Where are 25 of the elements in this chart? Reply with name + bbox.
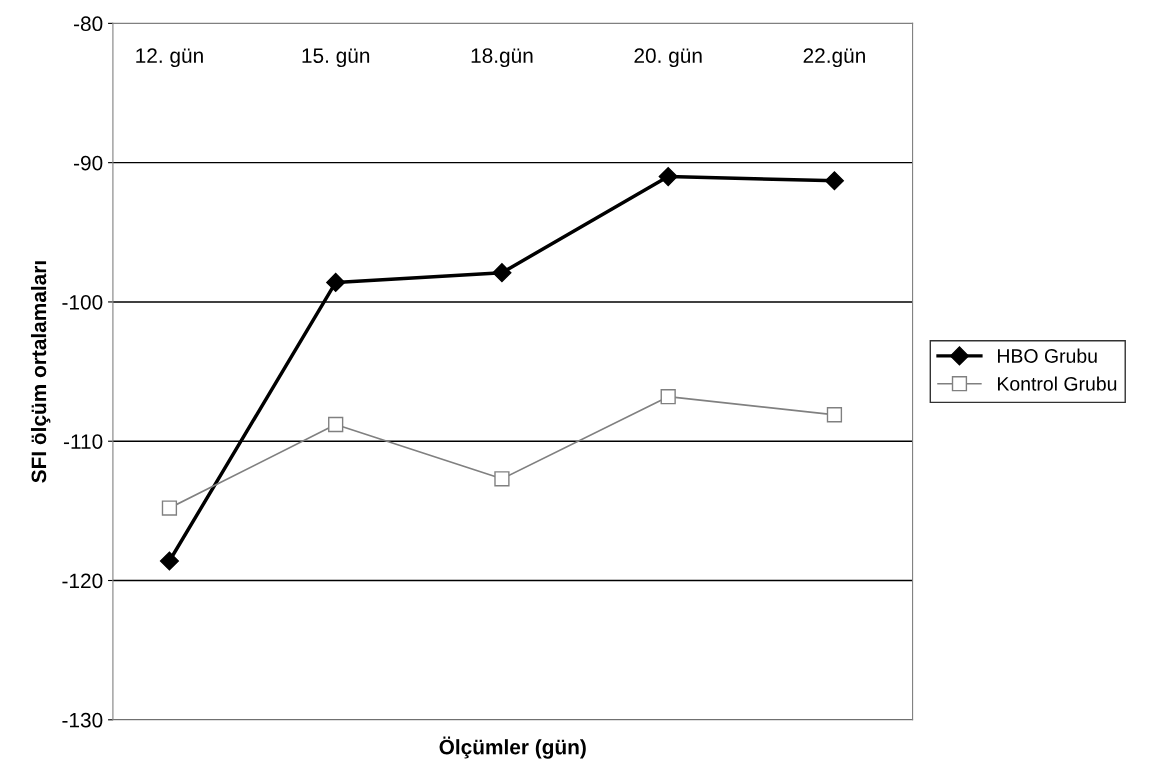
point bbox=[494, 471, 510, 487]
point bbox=[826, 407, 843, 423]
x-tick-label: 12. gün bbox=[136, 48, 203, 68]
point bbox=[326, 272, 346, 292]
point bbox=[824, 171, 844, 191]
legend-label: HBO Grubu bbox=[998, 348, 1097, 363]
x-tick-label: 22.gün bbox=[803, 48, 865, 68]
y-tick-label: -90 bbox=[74, 155, 103, 171]
x-tick-label: 18.gün bbox=[471, 48, 533, 68]
point bbox=[161, 500, 178, 516]
legend-label: Kontrol Grubu bbox=[998, 376, 1117, 391]
point bbox=[658, 167, 678, 187]
y-tick-label: -80 bbox=[74, 16, 103, 32]
x-tick-label: 20. gün bbox=[634, 48, 702, 68]
point bbox=[159, 551, 179, 571]
y-tick-label: -110 bbox=[63, 434, 103, 449]
point bbox=[492, 263, 512, 283]
y-tick-label: -120 bbox=[62, 573, 103, 589]
point bbox=[660, 389, 676, 405]
y-tick-label: -130 bbox=[62, 712, 103, 728]
point bbox=[328, 416, 344, 433]
y-tick-label: -100 bbox=[62, 294, 103, 310]
x-tick-label: 15. gün bbox=[302, 48, 370, 68]
x-axis-title: Ölçümler (gün) bbox=[439, 736, 586, 759]
y-axis-title: SFI ölçüm ortalamaları bbox=[30, 261, 51, 483]
